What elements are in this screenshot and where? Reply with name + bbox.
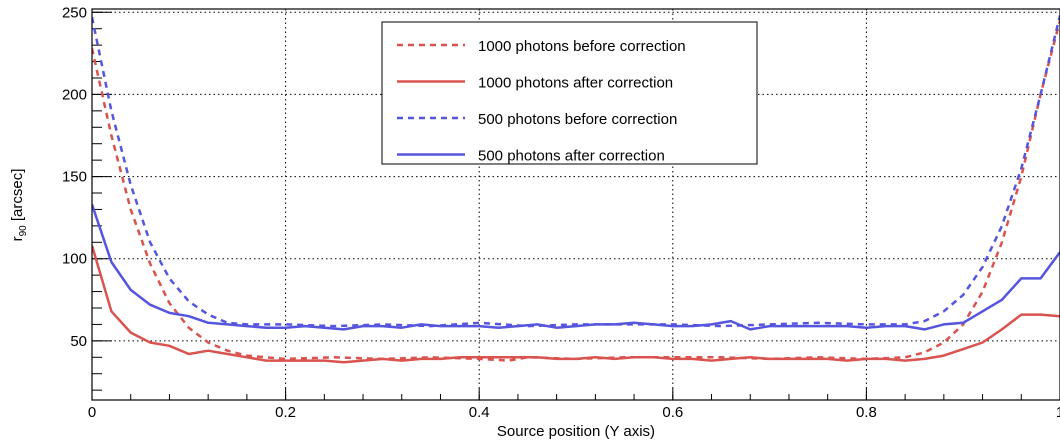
x-tick-label: 0.2 bbox=[275, 404, 296, 421]
series-lines bbox=[92, 15, 1060, 364]
legend: 1000 photons before correction 1000 photo… bbox=[381, 21, 758, 165]
legend-label: 1000 photons after correction bbox=[478, 75, 673, 92]
plot-frame bbox=[91, 8, 1060, 401]
x-tick-label: 0.4 bbox=[469, 404, 490, 421]
y-tick-label: 250 bbox=[62, 4, 87, 21]
axis-ticks bbox=[91, 11, 1060, 400]
x-axis-label: Source position (Y axis) bbox=[497, 423, 655, 440]
series-line-2 bbox=[92, 245, 1060, 364]
grid-lines bbox=[92, 9, 1060, 400]
x-tick-label: 0.8 bbox=[856, 404, 877, 421]
legend-label: 500 photons after correction bbox=[478, 148, 665, 165]
series-line-1 bbox=[92, 20, 1060, 362]
series-line-3 bbox=[92, 15, 1060, 328]
y-tick-label: 200 bbox=[62, 86, 87, 103]
series-line-4 bbox=[92, 204, 1060, 331]
x-tick-label: 0.6 bbox=[662, 404, 683, 421]
y-axis-label: r90 [arcsec] bbox=[9, 169, 29, 242]
y-tick-label: 100 bbox=[62, 251, 87, 268]
legend-label: 500 photons before correction bbox=[478, 111, 677, 128]
y-tick-label: 50 bbox=[70, 333, 87, 350]
x-tick-label: 1 bbox=[1056, 404, 1060, 421]
legend-label: 1000 photons before correction bbox=[478, 38, 686, 55]
y-tick-labels: 50 100 150 200 250 bbox=[62, 4, 87, 350]
y-tick-label: 150 bbox=[62, 169, 87, 186]
x-tick-labels: 0 0.2 0.4 0.6 0.8 1 bbox=[88, 404, 1060, 421]
x-tick-label: 0 bbox=[88, 404, 96, 421]
